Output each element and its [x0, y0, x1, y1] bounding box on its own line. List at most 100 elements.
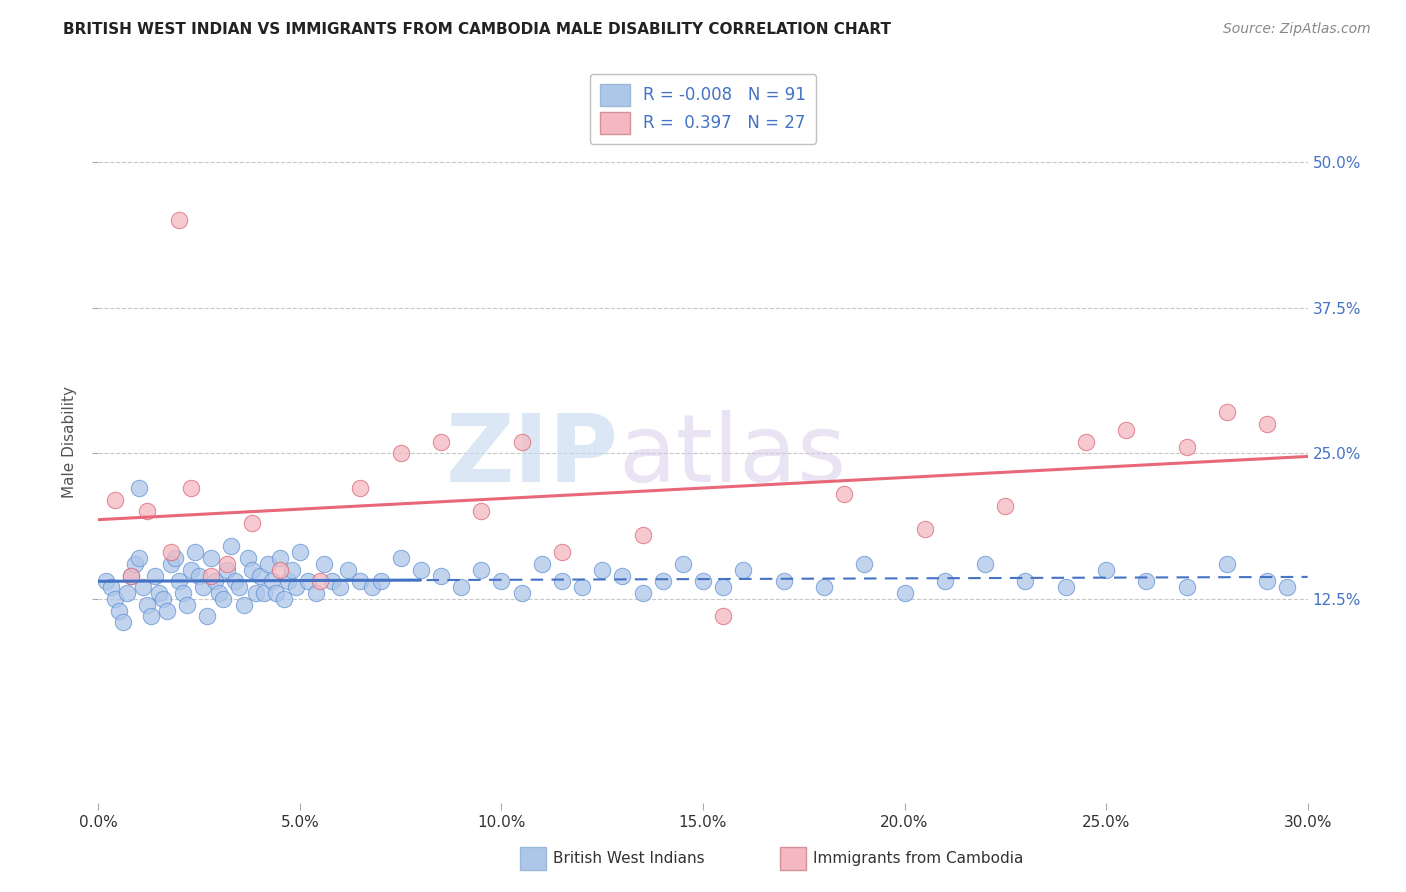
Point: [277, 574, 299, 589]
Point: [314, 557, 336, 571]
Point: [172, 586, 194, 600]
Point: [1256, 574, 1278, 589]
Point: [176, 598, 198, 612]
Point: [96, 574, 118, 589]
Point: [193, 580, 215, 594]
Point: [236, 551, 259, 566]
Text: ZIP: ZIP: [446, 410, 619, 502]
Point: [491, 574, 513, 589]
Point: [631, 528, 654, 542]
Point: [389, 551, 412, 566]
Point: [184, 545, 207, 559]
Point: [832, 487, 855, 501]
Point: [430, 434, 453, 449]
Point: [813, 580, 835, 594]
Point: [370, 574, 392, 589]
Point: [288, 545, 311, 559]
Point: [612, 568, 634, 582]
Point: [551, 574, 574, 589]
Point: [224, 574, 246, 589]
Point: [208, 586, 231, 600]
Point: [156, 603, 179, 617]
Point: [711, 609, 734, 624]
Point: [914, 522, 936, 536]
Point: [1175, 580, 1198, 594]
Point: [256, 557, 278, 571]
Point: [305, 586, 328, 600]
Point: [217, 557, 239, 571]
Point: [212, 591, 235, 606]
Text: atlas: atlas: [619, 410, 846, 502]
Point: [180, 481, 202, 495]
Point: [329, 580, 352, 594]
Point: [167, 213, 190, 227]
Point: [135, 598, 157, 612]
Point: [228, 580, 250, 594]
Point: [321, 574, 343, 589]
Point: [152, 591, 174, 606]
Point: [1115, 423, 1137, 437]
Point: [672, 557, 695, 571]
Point: [853, 557, 876, 571]
Point: [200, 551, 222, 566]
Point: [651, 574, 673, 589]
Point: [269, 563, 291, 577]
Point: [1014, 574, 1036, 589]
Point: [974, 557, 997, 571]
Point: [217, 563, 239, 577]
Point: [180, 563, 202, 577]
Point: [195, 609, 218, 624]
Point: [160, 557, 183, 571]
Point: [349, 574, 371, 589]
Point: [135, 504, 157, 518]
Point: [1216, 405, 1239, 419]
Point: [264, 586, 287, 600]
Legend: R = -0.008   N = 91, R =  0.397   N = 27: R = -0.008 N = 91, R = 0.397 N = 27: [591, 74, 815, 144]
Point: [281, 563, 304, 577]
Text: BRITISH WEST INDIAN VS IMMIGRANTS FROM CAMBODIA MALE DISABILITY CORRELATION CHAR: BRITISH WEST INDIAN VS IMMIGRANTS FROM C…: [63, 22, 891, 37]
Point: [409, 563, 432, 577]
Point: [571, 580, 593, 594]
Point: [204, 574, 226, 589]
Point: [148, 586, 170, 600]
Point: [297, 574, 319, 589]
Point: [470, 504, 492, 518]
Point: [1054, 580, 1077, 594]
Text: British West Indians: British West Indians: [553, 852, 704, 866]
Point: [450, 580, 472, 594]
Point: [232, 598, 254, 612]
Point: [200, 568, 222, 582]
Point: [389, 446, 412, 460]
Point: [139, 609, 162, 624]
Point: [120, 568, 142, 582]
Point: [591, 563, 613, 577]
Point: [1135, 574, 1157, 589]
Point: [124, 557, 146, 571]
Point: [893, 586, 915, 600]
Point: [160, 545, 183, 559]
Point: [103, 591, 125, 606]
Point: [167, 574, 190, 589]
Point: [711, 580, 734, 594]
Point: [284, 580, 307, 594]
Point: [188, 568, 211, 582]
Point: [551, 545, 574, 559]
Point: [143, 568, 166, 582]
Point: [103, 492, 125, 507]
Point: [163, 551, 186, 566]
Point: [510, 586, 533, 600]
Point: [772, 574, 794, 589]
Point: [337, 563, 360, 577]
Point: [107, 603, 129, 617]
Point: [1095, 563, 1118, 577]
Point: [470, 563, 492, 577]
Point: [309, 574, 332, 589]
Point: [120, 568, 142, 582]
Point: [111, 615, 134, 630]
Point: [128, 551, 150, 566]
Point: [430, 568, 453, 582]
Point: [245, 586, 267, 600]
Point: [692, 574, 714, 589]
Point: [240, 563, 263, 577]
Point: [1216, 557, 1239, 571]
